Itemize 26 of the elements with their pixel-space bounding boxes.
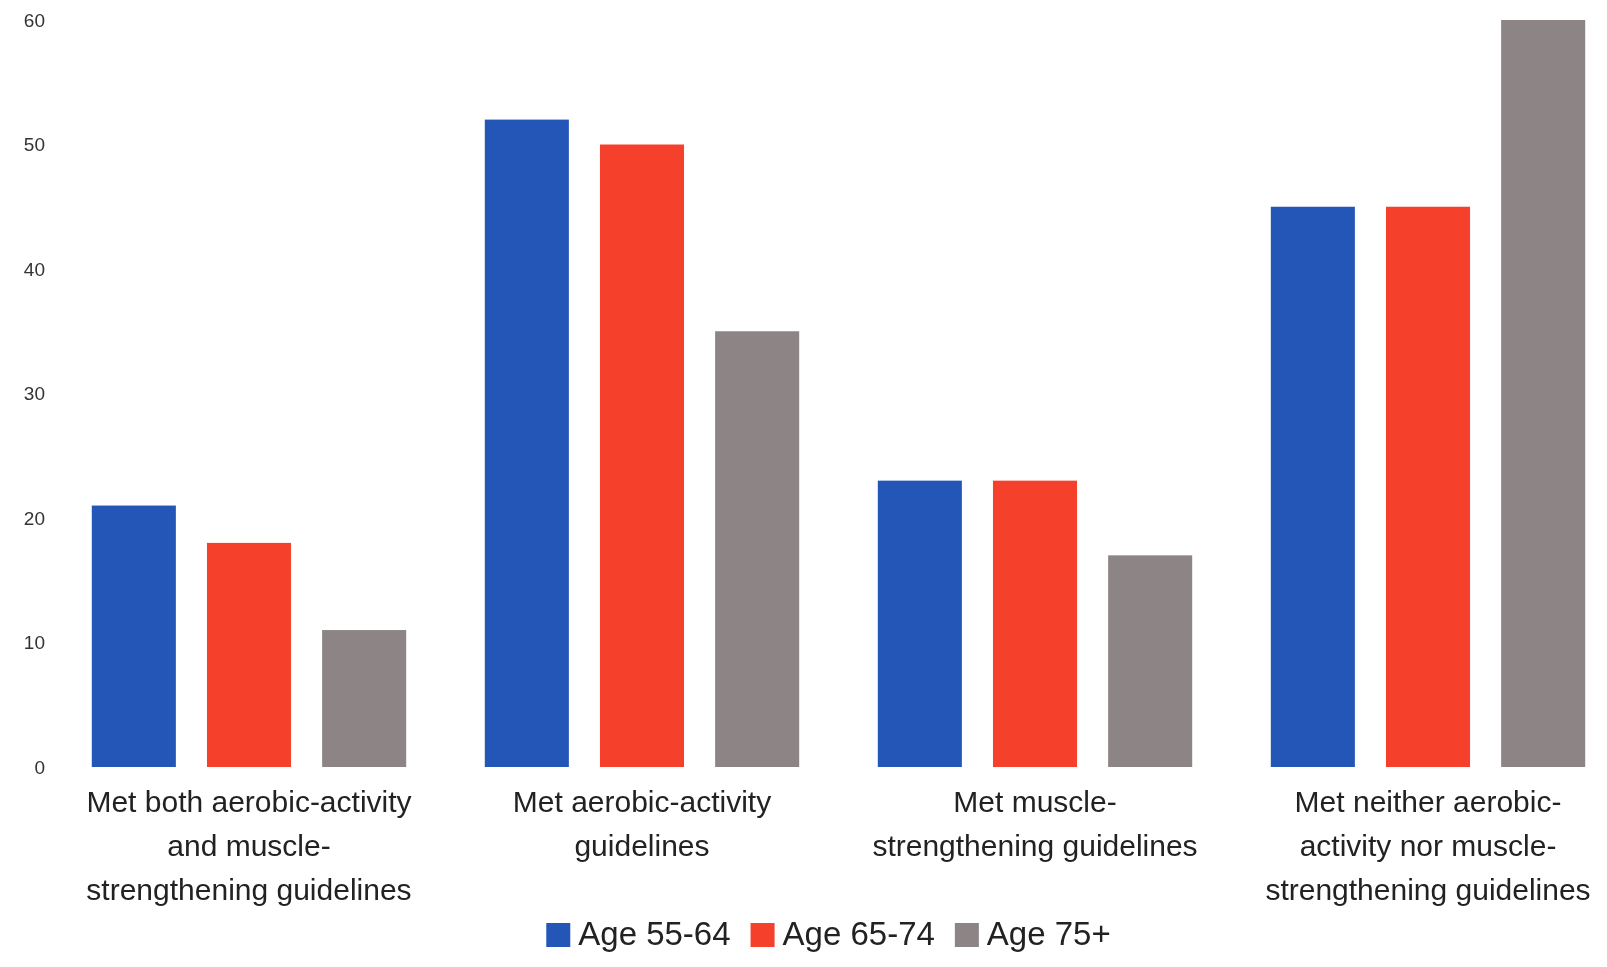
bar [322, 630, 407, 767]
y-tick-label: 20 [23, 507, 45, 529]
x-tick-label: Met aerobic-activity guidelines [512, 785, 772, 862]
bar [599, 144, 685, 767]
bar [1501, 20, 1586, 767]
x-tick-label: Met muscle-strengthening guidelines [872, 785, 1198, 862]
legend-label: Age 65-74 [782, 915, 935, 952]
y-tick-label: 10 [23, 632, 45, 654]
y-tick-label: 0 [34, 756, 45, 778]
legend-label: Age 55-64 [578, 915, 731, 952]
y-tick-label: 60 [23, 9, 45, 31]
bar [1270, 206, 1355, 767]
bar [91, 505, 176, 767]
y-tick-label: 50 [23, 134, 45, 156]
x-tick-label: Met both aerobic-activity and muscle-strengthening guidelines [86, 785, 412, 906]
legend-label: Age 75+ [986, 915, 1111, 952]
bar [206, 542, 292, 767]
bar [715, 331, 800, 767]
y-tick-label: 40 [23, 258, 45, 280]
bar [484, 119, 569, 767]
bar [1108, 555, 1193, 767]
bar [1385, 206, 1471, 767]
y-tick-label: 30 [23, 383, 45, 405]
x-tick-label: Met neither aerobic-activity nor muscle-strengthening guidelines [1265, 785, 1591, 906]
bar [992, 480, 1078, 767]
bar [877, 480, 962, 767]
